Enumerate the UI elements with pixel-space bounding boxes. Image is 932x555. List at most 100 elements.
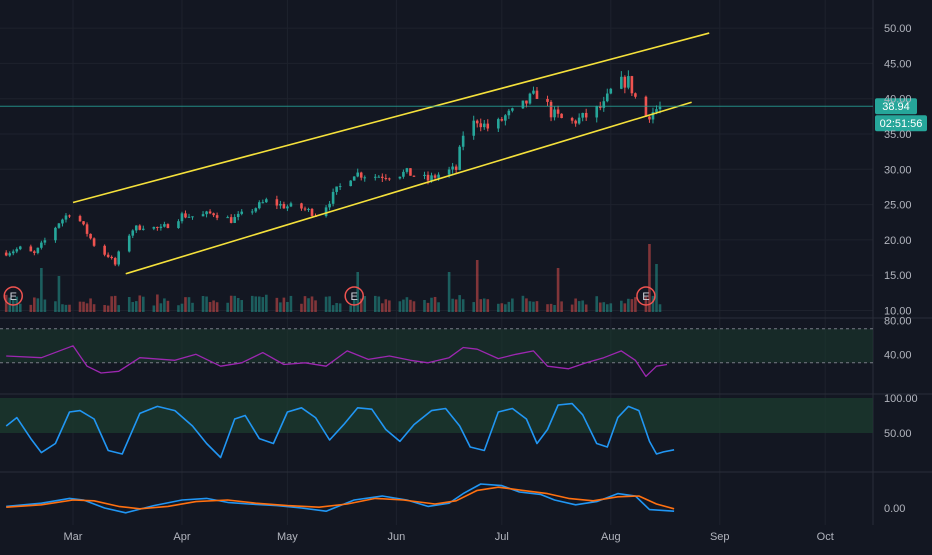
volume-bar — [307, 298, 310, 312]
candle-body — [254, 208, 258, 212]
candle-body — [472, 120, 476, 136]
volume-bar — [409, 299, 412, 312]
earnings-badge[interactable] — [636, 286, 656, 306]
candle-body — [352, 176, 356, 181]
candle-body — [535, 90, 539, 99]
candle-body — [402, 171, 405, 177]
volume-bar — [191, 302, 194, 312]
candle-body — [240, 211, 244, 214]
trend-channel[interactable] — [72, 32, 710, 275]
price-axis-tick: 20.00 — [884, 235, 912, 247]
volume-bar — [240, 300, 244, 312]
countdown-value: 02:51:56 — [880, 118, 923, 130]
candle-body — [461, 135, 465, 147]
volume-bar — [68, 304, 71, 312]
volume-bar — [627, 298, 630, 312]
indicator-zones — [0, 328, 873, 433]
candle-body — [388, 178, 391, 180]
volume-bar — [570, 304, 574, 312]
price-axis-tick: 30.00 — [884, 164, 912, 176]
price-axis-tick: 40.00 — [884, 94, 912, 106]
volume-bar — [201, 295, 205, 312]
candle-body — [338, 186, 342, 188]
candle-body — [138, 225, 142, 230]
candle-body — [85, 224, 89, 234]
candle-body — [156, 226, 159, 228]
candle-body — [191, 216, 194, 218]
candle-body — [205, 211, 208, 215]
candle-body — [504, 115, 507, 121]
candle-body — [265, 199, 268, 203]
time-axis-tick: Sep — [710, 531, 730, 543]
candle-body — [54, 227, 57, 241]
volume-bar — [377, 296, 381, 312]
candle-body — [89, 233, 92, 239]
candle-body — [359, 172, 363, 178]
volume-bar — [504, 304, 507, 312]
candlesticks[interactable] — [4, 70, 662, 267]
candle-body — [405, 168, 409, 172]
candle-body — [595, 106, 599, 118]
last-price-tag — [875, 98, 917, 115]
volume-bar — [250, 295, 254, 312]
candle-body — [651, 112, 655, 120]
volume-bar — [338, 303, 342, 312]
candle-body — [363, 177, 367, 179]
volume-bar — [373, 295, 377, 312]
candle-body — [577, 117, 581, 124]
volume-bar — [598, 302, 602, 312]
channel-upper-line[interactable] — [72, 32, 710, 204]
volume-bar — [92, 304, 96, 312]
volume-bar — [581, 300, 584, 312]
earnings-badge[interactable] — [3, 286, 23, 306]
volume-bar — [553, 305, 556, 312]
volume-bar — [314, 300, 317, 312]
volume-bar — [54, 301, 57, 312]
volume-bar — [356, 272, 360, 312]
earnings-badge[interactable] — [344, 286, 364, 306]
candle-body — [634, 93, 637, 97]
time-axis-tick: Aug — [601, 531, 621, 543]
candle-body — [82, 221, 85, 225]
volume-bar — [525, 298, 528, 312]
candle-body — [328, 203, 331, 208]
candle-body — [482, 123, 486, 128]
candle-body — [303, 208, 307, 210]
candle-body — [127, 235, 131, 252]
volume-bar — [89, 298, 92, 312]
volume-bar — [166, 300, 170, 312]
volume-bar — [205, 296, 208, 312]
volume-bar — [215, 302, 219, 312]
volume-bar — [229, 295, 233, 312]
candle-body — [475, 120, 479, 124]
candle-body — [546, 98, 549, 102]
candle-body — [163, 224, 166, 227]
volume-bar — [103, 305, 106, 312]
volume-bar — [521, 295, 525, 312]
candle-body — [310, 208, 314, 216]
candle-body — [349, 180, 352, 187]
volume-bar — [595, 296, 599, 312]
candle-body — [142, 228, 145, 230]
volume-bar — [384, 299, 388, 312]
volume-bar — [138, 295, 142, 312]
candle-body — [215, 215, 219, 218]
rsi-band-fill — [0, 328, 873, 363]
candle-body — [106, 254, 110, 257]
rsi-axis-tick: 40.00 — [884, 349, 912, 361]
volume-bar — [226, 302, 229, 312]
time-axis-tick: Jul — [495, 531, 509, 543]
channel-lower-line[interactable] — [125, 101, 692, 275]
volume-bar — [511, 298, 514, 312]
volume-bar — [331, 305, 335, 312]
candle-body — [226, 217, 229, 219]
earnings-badge-label: E — [642, 291, 649, 303]
volume-bar — [507, 301, 511, 312]
candle-body — [117, 251, 120, 265]
candle-body — [658, 106, 662, 110]
volume-bar — [152, 305, 156, 312]
time-axis-tick: Mar — [64, 531, 83, 543]
